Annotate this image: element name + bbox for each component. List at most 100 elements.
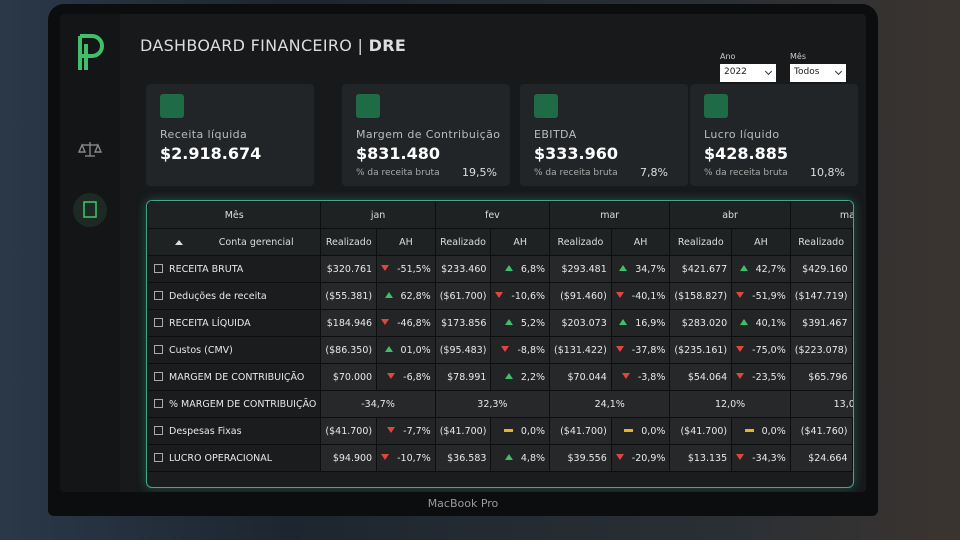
cell-ah: 1,1% xyxy=(851,336,853,364)
ah-value: 5,2% xyxy=(520,317,546,329)
kpi-label: Receita líquida xyxy=(160,128,248,141)
cell-realizado: $283.020 xyxy=(669,309,733,337)
cell-ah: -3,8% xyxy=(610,363,671,391)
expand-icon[interactable] xyxy=(154,263,163,273)
expand-icon[interactable] xyxy=(154,398,163,408)
cell-ah: -75,0% xyxy=(731,336,791,364)
cell-ah: 0,0% xyxy=(490,417,551,445)
ah-value: -3,8% xyxy=(637,371,666,383)
month-header: mai xyxy=(789,201,853,229)
trend-icon xyxy=(619,264,628,271)
ah-value: -46,8% xyxy=(397,317,431,329)
ah-value: 2,2% xyxy=(520,371,546,383)
cell-realizado: $13.135 xyxy=(669,444,733,472)
kpi-card: EBITDA $333.960 % da receita bruta 7,8% xyxy=(520,84,688,186)
cell-ah: -20,9% xyxy=(610,444,671,472)
filter-dropdown[interactable]: Todos xyxy=(790,64,846,82)
ah-value: 42,7% xyxy=(755,263,786,275)
expand-icon[interactable] xyxy=(154,344,163,354)
cell-ah: -46,8% xyxy=(376,309,436,337)
cell-ah: 0,0% xyxy=(731,417,791,445)
trend-icon xyxy=(504,318,513,325)
ah-value: -20,9% xyxy=(631,452,666,464)
cell-realizado: $78.991 xyxy=(434,363,492,391)
cell-ah: 62,8% xyxy=(376,282,436,310)
trend-icon xyxy=(739,318,748,325)
header-row: Mêsjanfevmarabrmai xyxy=(147,201,853,229)
cell-realizado: $54.064 xyxy=(669,363,733,391)
cell-ah: -7,7% xyxy=(376,417,436,445)
ah-value: 40,1% xyxy=(755,317,786,329)
cell-realizado: $65.796 xyxy=(789,363,853,391)
cell-ah: 4,1% xyxy=(851,255,853,283)
subheader-row: Conta gerencial Realizado AH Realizado AH Rea… xyxy=(147,228,853,256)
row-label: RECEITA LÍQUIDA xyxy=(169,317,251,329)
report-icon-bg[interactable] xyxy=(73,193,107,227)
trend-icon xyxy=(615,345,624,352)
kpi-value: $333.960 xyxy=(534,144,619,163)
ah-value: 62,8% xyxy=(400,290,431,302)
kpi-card: Receita líquida $2.918.674 xyxy=(146,84,314,186)
kpi-icon xyxy=(160,94,184,118)
cell-ah: -51,5% xyxy=(376,255,436,283)
ah-value: 01,0% xyxy=(400,344,431,356)
table-row: Deduções de receita ($55.381) 62,8% ($61.70… xyxy=(147,282,853,310)
cell-ah: 2,2% xyxy=(490,363,551,391)
cell-realizado: ($158.827) xyxy=(669,282,733,310)
cell-realizado: ($41.700) xyxy=(320,417,378,445)
cell-ah: 19,8% xyxy=(851,363,853,391)
trend-icon xyxy=(501,345,510,352)
ah-value: -6,8% xyxy=(403,371,431,383)
trend-icon xyxy=(384,291,393,298)
sort-icon[interactable] xyxy=(174,239,183,245)
cell-realizado: $39.556 xyxy=(549,444,612,472)
expand-icon[interactable] xyxy=(154,371,163,381)
cell-ah: 3,8% xyxy=(851,309,853,337)
ah-value: -10,7% xyxy=(397,452,431,464)
column-header: AH xyxy=(610,228,671,256)
cell-realizado: ($41.700) xyxy=(434,417,492,445)
expand-icon[interactable] xyxy=(154,425,163,435)
kpi-card: Lucro líquido $428.885 % da receita bruta 1… xyxy=(690,84,858,186)
cell-percent: -34,7% xyxy=(320,390,436,418)
filter-dropdown[interactable]: 2022 xyxy=(720,64,776,82)
row-label-cell: MARGEM DE CONTRIBUIÇÃO xyxy=(147,363,322,391)
cell-realizado: ($55.381) xyxy=(320,282,378,310)
balance-icon[interactable] xyxy=(77,142,103,157)
row-label: Custos (CMV) xyxy=(169,344,233,356)
expand-icon[interactable] xyxy=(154,290,163,300)
report-icon[interactable] xyxy=(83,201,97,218)
table-container: Mêsjanfevmarabrmai Conta gerencial Realiza… xyxy=(146,200,854,488)
kpi-note: % da receita bruta xyxy=(534,168,618,178)
kpi-label: Margem de Contribuição xyxy=(356,128,501,141)
trend-icon xyxy=(736,372,745,379)
kpi-note: % da receita bruta xyxy=(704,168,788,178)
cell-ah: -23,5% xyxy=(731,363,791,391)
kpi-icon xyxy=(534,94,558,118)
expand-icon[interactable] xyxy=(154,317,163,327)
header-cell: Mês xyxy=(147,201,322,229)
column-header: AH xyxy=(376,228,436,256)
cell-realizado: $24.664 xyxy=(789,444,853,472)
cell-ah: 34,7% xyxy=(610,255,671,283)
expand-icon[interactable] xyxy=(154,452,163,462)
trend-icon xyxy=(504,264,513,271)
cell-realizado: ($147.719) xyxy=(789,282,853,310)
logo xyxy=(78,34,104,70)
row-label-cell: Custos (CMV) xyxy=(147,336,322,364)
column-header: Realizado xyxy=(434,228,492,256)
column-header: AH xyxy=(851,228,853,256)
kpi-percent: 19,5% xyxy=(462,166,497,179)
trend-icon xyxy=(387,426,396,433)
trend-icon xyxy=(744,428,754,432)
title-text: DASHBOARD FINANCEIRO xyxy=(140,36,353,55)
filter-label: Ano xyxy=(720,52,736,61)
trend-icon xyxy=(387,372,396,379)
cell-ah: 01,0% xyxy=(376,336,436,364)
ah-value: 0,0% xyxy=(641,425,666,437)
title-sub: DRE xyxy=(368,36,407,55)
trend-icon xyxy=(621,372,630,379)
trend-icon xyxy=(381,264,390,271)
trend-icon xyxy=(615,291,624,298)
